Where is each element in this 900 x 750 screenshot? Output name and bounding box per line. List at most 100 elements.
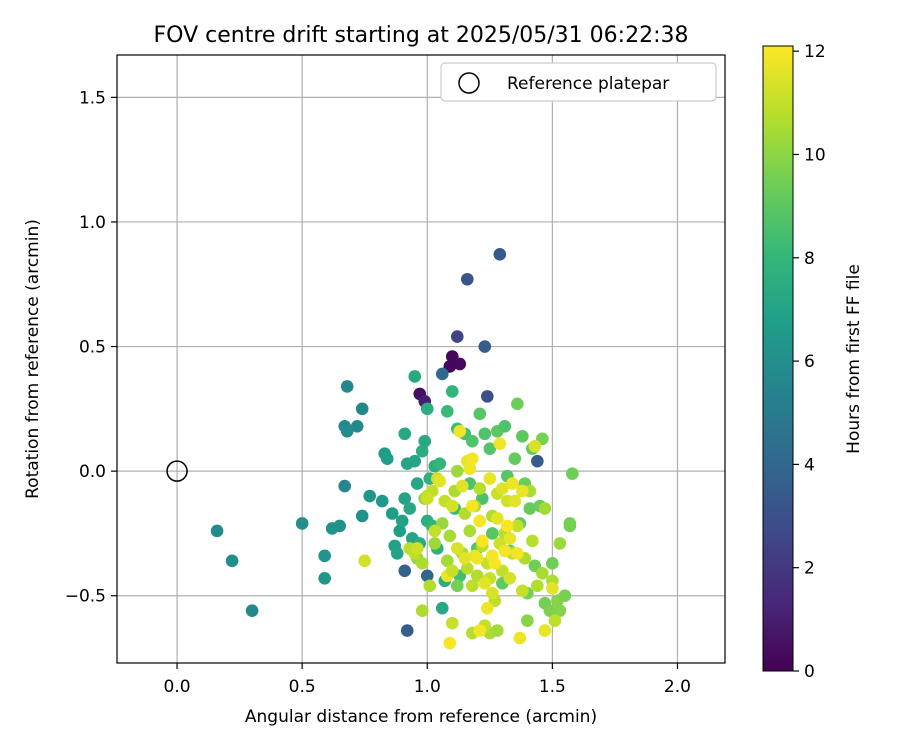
data-point — [511, 397, 524, 411]
data-point — [450, 542, 464, 555]
data-point — [443, 529, 457, 543]
data-point — [418, 434, 432, 448]
data-point — [536, 566, 549, 580]
y-axis-ticks: −0.5 0.0 0.5 1.0 1.5 — [65, 88, 117, 607]
x-tick-label: 0.5 — [289, 677, 316, 697]
data-point — [450, 330, 464, 343]
chart-title: FOV centre drift starting at 2025/05/31 … — [154, 23, 689, 48]
data-point — [486, 586, 499, 600]
colorbar-label: Hours from first FF file — [844, 264, 864, 454]
y-tick-label: 0.5 — [79, 338, 106, 358]
data-point — [513, 631, 527, 645]
data-point — [380, 452, 394, 465]
reference-platepar-marker — [166, 460, 188, 482]
data-point — [375, 494, 389, 508]
data-point — [506, 477, 519, 490]
colorbar-tick-label: 8 — [804, 249, 815, 269]
x-tick-label: 1.0 — [414, 677, 441, 697]
data-point — [398, 564, 412, 578]
data-point — [531, 454, 544, 468]
data-point — [516, 584, 529, 598]
colorbar — [762, 45, 794, 672]
legend-label: Reference platepar — [507, 74, 669, 94]
data-point — [358, 554, 372, 568]
data-point — [398, 427, 412, 441]
data-point — [385, 507, 399, 520]
data-points — [210, 248, 579, 650]
data-point — [433, 457, 447, 470]
data-point — [410, 542, 424, 555]
data-point — [445, 616, 459, 630]
data-point — [476, 534, 489, 548]
data-point — [445, 385, 459, 398]
data-point — [543, 604, 557, 617]
data-point — [458, 552, 472, 565]
y-tick-label: 0.0 — [79, 462, 106, 482]
data-point — [318, 549, 331, 563]
data-point — [493, 248, 507, 261]
data-point — [460, 562, 474, 575]
data-point — [498, 544, 512, 558]
data-point — [493, 437, 507, 451]
legend-box — [440, 62, 717, 102]
data-point — [531, 579, 544, 593]
colorbar-tick-label: 10 — [804, 145, 826, 165]
data-point — [473, 482, 487, 495]
data-point — [465, 434, 479, 448]
data-point — [450, 579, 464, 593]
data-point — [503, 571, 517, 585]
data-point — [463, 462, 477, 475]
data-point — [355, 509, 369, 523]
data-point — [453, 357, 467, 371]
x-axis-ticks: 0.0 0.5 1.0 1.5 2.0 — [164, 663, 691, 697]
data-point — [408, 370, 422, 383]
x-tick-label: 0.0 — [164, 677, 191, 697]
data-point — [410, 477, 424, 490]
colorbar-ticks: 0 2 4 6 8 10 12 — [793, 42, 826, 682]
data-point — [398, 492, 412, 505]
data-point — [548, 614, 562, 627]
data-point — [225, 554, 239, 568]
data-point — [408, 454, 422, 468]
y-axis-label: Rotation from reference (arcmin) — [23, 219, 43, 499]
data-point — [453, 424, 467, 438]
colorbar-tick-label: 12 — [804, 42, 826, 62]
x-axis-label: Angular distance from reference (arcmin) — [245, 707, 597, 727]
data-point — [420, 569, 434, 583]
data-point — [483, 472, 497, 485]
colorbar-tick-label: 0 — [804, 662, 815, 682]
data-point — [491, 512, 504, 525]
data-point — [393, 524, 407, 538]
data-point — [450, 464, 464, 478]
data-point — [516, 429, 529, 443]
x-tick-label: 2.0 — [664, 677, 691, 697]
data-point — [338, 479, 351, 493]
reference-marker-layer — [166, 460, 188, 482]
data-point — [521, 614, 534, 627]
data-point — [491, 624, 504, 637]
data-point — [563, 519, 577, 533]
data-point — [528, 439, 542, 453]
data-point — [553, 604, 567, 617]
data-point — [403, 502, 417, 515]
data-point — [473, 624, 487, 637]
x-tick-label: 1.5 — [539, 677, 566, 697]
data-point — [420, 402, 434, 416]
data-point — [546, 581, 559, 595]
data-point — [526, 534, 539, 548]
data-point — [245, 604, 259, 617]
data-point — [318, 571, 331, 585]
data-point — [295, 517, 309, 530]
grid — [117, 55, 725, 663]
colorbar-tick-label: 4 — [804, 455, 815, 475]
data-point — [435, 367, 449, 381]
data-point — [486, 527, 499, 540]
data-point — [420, 492, 434, 505]
data-point — [415, 604, 429, 617]
data-point — [435, 601, 449, 615]
data-point — [460, 272, 474, 286]
data-point — [350, 419, 364, 433]
data-point — [463, 524, 477, 538]
data-point — [566, 467, 579, 480]
